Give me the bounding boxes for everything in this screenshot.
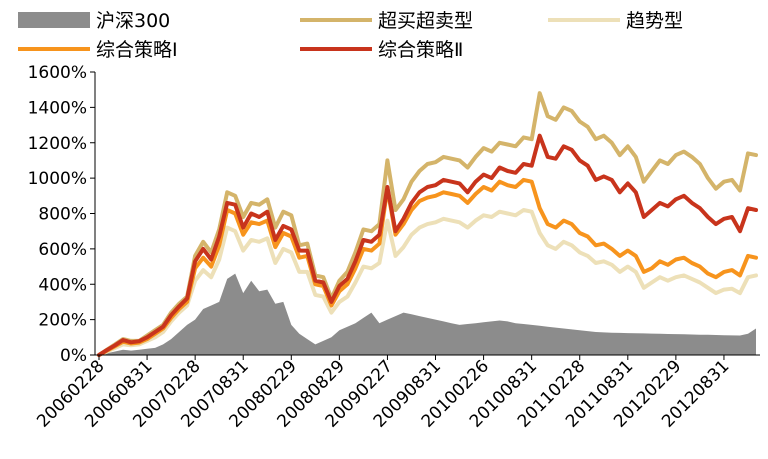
y-tick-label: 1000% [28, 169, 87, 189]
y-tick-label: 1200% [28, 134, 87, 154]
legend-swatch [18, 12, 90, 28]
series-line-3 [97, 177, 758, 357]
y-tick-label: 200% [38, 311, 87, 331]
legend-label: 趋势型 [626, 10, 683, 32]
axes [94, 72, 760, 356]
y-tick-label: 0% [60, 346, 87, 366]
series-layer [97, 91, 758, 357]
y-tick-label: 1400% [28, 98, 87, 118]
y-ticks: 0% 200% 400% 600% 800% 1000% 1200% 1400% 1600% [28, 63, 95, 366]
legend-label: 超买超卖型 [378, 10, 473, 32]
legend-label: 综合策略Ⅰ [96, 39, 178, 61]
series-area-hs300 [99, 273, 756, 355]
series-line-1 [97, 91, 758, 357]
legend-label: 沪深300 [96, 10, 170, 32]
x-ticks: 2006022820060831200702282007083120080229… [33, 355, 733, 432]
series-line-2 [97, 208, 758, 357]
y-tick-label: 400% [38, 275, 87, 295]
y-tick-label: 600% [38, 240, 87, 260]
series-line-4 [97, 133, 758, 357]
y-tick-label: 800% [38, 205, 87, 225]
y-tick-label: 1600% [28, 63, 87, 83]
legend-label: 综合策略Ⅱ [378, 39, 463, 61]
